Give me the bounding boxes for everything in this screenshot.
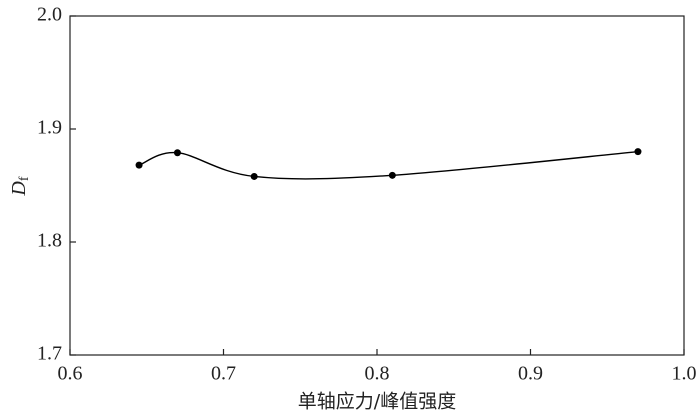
- y-axis-label-main: D: [8, 181, 30, 197]
- point: [250, 172, 258, 180]
- y-axis-label: Df: [8, 176, 33, 196]
- x-axis-label: 单轴应力/峰值强度: [298, 391, 456, 413]
- y-axis-label-sub: f: [17, 176, 32, 181]
- point: [135, 161, 143, 169]
- point: [634, 148, 642, 156]
- y-tick-label: 1.9: [37, 117, 62, 139]
- x-tick-label: 0.8: [365, 363, 390, 385]
- line: [138, 150, 639, 180]
- y-tick-label: 2.0: [37, 4, 62, 26]
- point: [388, 171, 396, 179]
- point: [173, 149, 181, 157]
- y-tick-label: 1.7: [37, 343, 62, 365]
- x-tick-label: 0.7: [211, 363, 236, 385]
- x-tick-label: 0.9: [518, 363, 543, 385]
- y-tick-label: 1.8: [37, 230, 62, 252]
- plot-frame: [69, 15, 685, 356]
- x-tick-label: 1.0: [672, 363, 697, 385]
- x-tick-label: 0.6: [58, 363, 83, 385]
